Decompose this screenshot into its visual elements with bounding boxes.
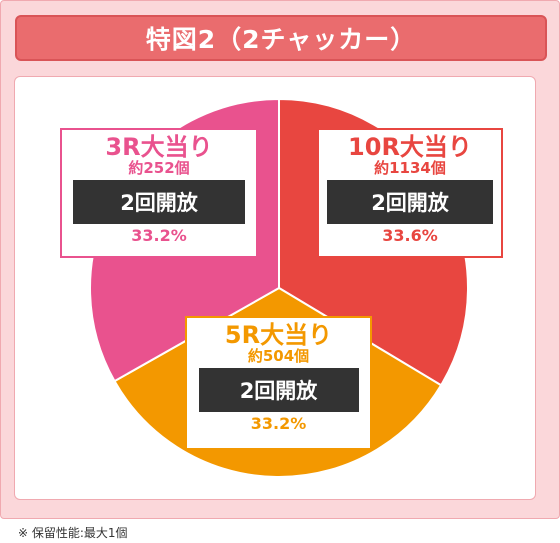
label-box-5r: 5R大当り 約504個 2回開放 33.2% [185,316,372,450]
slice-count-10r: 約1134個 [374,159,446,177]
slice-count-5r: 約504個 [247,347,310,365]
slice-rounds-3r: 2回開放 [73,180,245,224]
chart-title: 特図2（2チャッカー） [15,15,547,61]
label-box-10r: 10R大当り 約1134個 2回開放 33.6% [317,128,503,258]
slice-label-3r: 3R大当り [105,133,213,161]
label-box-3r: 3R大当り 約252個 2回開放 33.2% [60,128,258,258]
slice-rounds-10r: 2回開放 [327,180,493,224]
slice-percent-3r: 33.2% [131,226,187,245]
slice-label-10r: 10R大当り [348,133,472,161]
slice-rounds-5r: 2回開放 [198,368,359,412]
slice-count-3r: 約252個 [128,159,190,177]
slice-percent-10r: 33.6% [382,226,438,245]
slice-label-5r: 5R大当り [224,321,333,349]
slice-percent-5r: 33.2% [250,414,307,433]
footnote: ※ 保留性能:最大1個 [18,526,128,540]
